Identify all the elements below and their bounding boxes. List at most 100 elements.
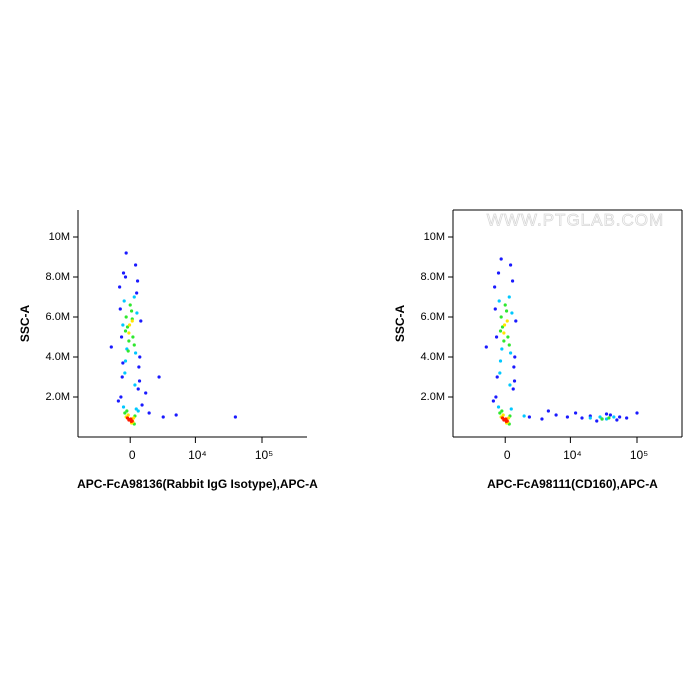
point	[130, 319, 134, 323]
point	[507, 343, 511, 347]
point	[120, 375, 124, 379]
point	[497, 299, 501, 303]
point	[510, 311, 514, 315]
point	[510, 279, 515, 283]
point	[233, 415, 237, 419]
point	[123, 275, 128, 279]
point	[131, 416, 136, 420]
point	[157, 375, 161, 379]
point	[527, 415, 531, 419]
point	[522, 414, 526, 418]
point	[493, 285, 497, 289]
point	[137, 365, 141, 369]
point	[604, 412, 609, 416]
point	[508, 383, 512, 387]
point	[498, 329, 503, 333]
y-tick-label: 10M	[49, 231, 70, 243]
point	[502, 339, 506, 343]
point	[491, 399, 495, 403]
point	[595, 419, 599, 423]
point	[127, 331, 131, 335]
point	[507, 295, 511, 299]
point	[504, 419, 508, 423]
point	[513, 355, 517, 359]
point	[136, 409, 140, 413]
point	[494, 395, 498, 399]
y-tick-label: 2.0M	[46, 391, 70, 403]
y-tick-label: 2.0M	[421, 391, 445, 403]
point	[135, 291, 139, 295]
point	[122, 299, 126, 303]
point	[116, 399, 120, 403]
point	[129, 419, 133, 423]
x-axis-label: APC-FcA98111(CD160),APC-A	[487, 477, 658, 491]
point	[125, 325, 130, 329]
point	[126, 413, 130, 417]
point	[118, 285, 122, 289]
point	[502, 331, 506, 335]
point	[598, 415, 602, 419]
point	[144, 391, 148, 395]
point	[500, 416, 505, 420]
point	[506, 335, 510, 339]
point	[140, 403, 144, 407]
point	[134, 407, 138, 411]
point	[588, 416, 592, 420]
x-tick-label: 0	[504, 448, 511, 462]
point	[133, 351, 138, 355]
point	[498, 411, 502, 415]
point	[580, 416, 584, 420]
point	[496, 271, 501, 275]
point	[495, 375, 499, 379]
y-tick-label: 8.0M	[421, 271, 445, 283]
point	[508, 263, 513, 267]
y-tick-label: 6.0M	[46, 311, 70, 323]
point	[540, 417, 544, 421]
point	[498, 359, 503, 363]
point	[136, 387, 140, 391]
point	[161, 415, 165, 419]
point	[121, 361, 125, 365]
point	[124, 251, 128, 255]
point	[127, 323, 132, 327]
point	[573, 411, 578, 415]
point	[509, 407, 513, 411]
point	[125, 416, 130, 420]
point	[123, 329, 128, 333]
point	[546, 409, 550, 413]
point	[132, 343, 136, 347]
point	[138, 355, 142, 359]
point	[124, 315, 128, 319]
y-axis-label: SSC-A	[18, 305, 32, 343]
point	[501, 413, 505, 417]
point	[600, 417, 604, 421]
point	[607, 416, 611, 420]
point	[498, 371, 502, 375]
point	[612, 415, 616, 419]
x-tick-label: 10⁴	[563, 448, 582, 462]
point	[123, 359, 128, 363]
point	[118, 307, 122, 311]
point	[615, 418, 619, 422]
point	[119, 335, 124, 339]
point	[121, 405, 126, 409]
point	[174, 413, 178, 417]
point	[121, 323, 125, 327]
point	[499, 315, 503, 319]
x-tick-label: 10⁴	[188, 448, 207, 462]
point	[511, 387, 515, 391]
point	[123, 371, 127, 375]
point	[135, 311, 139, 315]
point	[554, 413, 558, 417]
point	[119, 395, 123, 399]
point	[499, 257, 503, 261]
y-tick-label: 4.0M	[421, 351, 445, 363]
point	[625, 416, 629, 420]
point	[508, 351, 513, 355]
point	[129, 309, 134, 313]
point	[512, 365, 516, 369]
point	[500, 347, 504, 351]
point	[123, 411, 127, 415]
point	[139, 319, 143, 323]
